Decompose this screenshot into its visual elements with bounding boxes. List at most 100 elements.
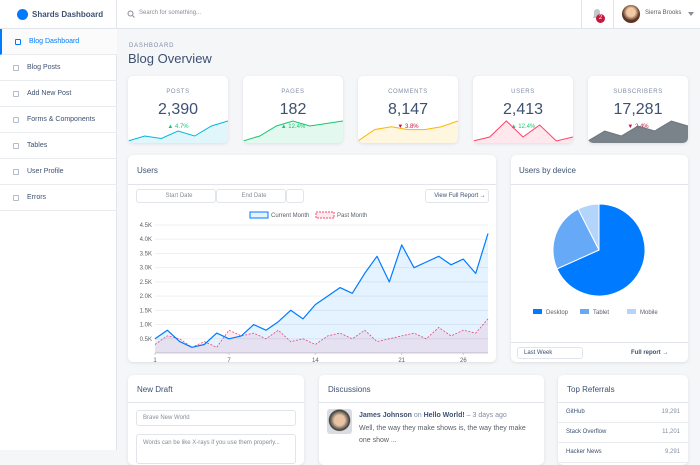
sparkline-line: [243, 120, 343, 142]
sparkline: [358, 120, 458, 143]
nav-label: Blog Dashboard: [29, 38, 80, 45]
avatar[interactable]: [622, 5, 640, 23]
stat-label: COMMENTS: [388, 89, 428, 95]
draft-card: New Draft Brave New World Words can be l…: [128, 375, 304, 465]
sparkline-area: [243, 121, 343, 143]
referral-name[interactable]: GitHub: [566, 409, 585, 415]
post-link[interactable]: Hello World!: [423, 412, 465, 419]
y-tick-label: 3.0K: [140, 266, 152, 272]
nav-icon: [13, 195, 19, 201]
stat-change: ▲ 4.7%: [128, 124, 228, 130]
draft-title-input[interactable]: Brave New World: [136, 410, 296, 426]
y-tick-label: 1.5K: [140, 308, 152, 314]
nav-item[interactable]: Blog Posts: [0, 55, 117, 81]
stat-label: POSTS: [166, 89, 190, 95]
arrow: ▲: [167, 124, 175, 130]
nav-item[interactable]: Forms & Components: [0, 107, 117, 133]
y-tick-label: 1.0K: [140, 323, 152, 329]
legend-label: Desktop: [546, 310, 569, 316]
legend-label: Current Month: [271, 213, 309, 219]
draft-body-input[interactable]: Words can be like X-rays if you use them…: [136, 434, 296, 464]
stat-value: 182: [279, 101, 307, 118]
nav-label: Tables: [27, 142, 48, 149]
referral-row: Stack Overflow 11,201: [558, 423, 688, 443]
nav-item[interactable]: Add New Post: [0, 81, 117, 107]
discussion-text: Well, the way they make shows is, the wa…: [359, 425, 526, 444]
discussions-card: Discussions James Johnson on Hello World…: [319, 375, 544, 465]
stat-label: USERS: [511, 89, 535, 95]
series-line: [154, 318, 489, 348]
arrow: ▼: [627, 124, 635, 130]
users-card: Users Start Date End Date View Full Repo…: [128, 155, 496, 362]
sparkline: [243, 120, 343, 143]
divider: [581, 0, 582, 29]
notification-badge: 2: [596, 14, 605, 23]
referrals-card: Top Referrals GitHub 19,291 Stack Overflow…: [558, 375, 688, 465]
stat-card: PAGES 182 ▲ 12.4%: [243, 76, 343, 143]
y-tick-label: 2.5K: [140, 280, 152, 286]
nav-icon: [13, 143, 19, 149]
user-name[interactable]: Sierra Brooks: [645, 10, 682, 16]
stat-value: 2,413: [502, 101, 544, 118]
x-tick-label: 26: [460, 358, 467, 362]
x-tick-label: 21: [398, 358, 405, 362]
sparkline-area: [358, 121, 458, 143]
change-value: 12.4%: [518, 124, 536, 130]
nav-icon: [13, 117, 19, 123]
referral-value: 11,201: [662, 429, 680, 435]
caret: [688, 12, 694, 16]
y-tick-label: 4.5K: [140, 223, 152, 229]
nav-label: Errors: [27, 194, 47, 201]
stat-value: 2,390: [157, 101, 199, 118]
page-title: Blog Overview: [128, 51, 212, 66]
nav-icon: [13, 91, 19, 97]
nav-item[interactable]: User Profile: [0, 159, 117, 185]
divider: [511, 342, 688, 343]
nav-item[interactable]: Blog Dashboard: [0, 29, 117, 55]
time: – 3 days ago: [466, 412, 507, 419]
search-input[interactable]: Search for something...: [139, 10, 202, 16]
divider: [128, 184, 496, 185]
nav-label: Add New Post: [27, 90, 72, 97]
sparkline-line: [358, 120, 458, 142]
calendar-button[interactable]: [286, 189, 304, 203]
legend-swatch: [315, 211, 335, 219]
nav-icon: [13, 65, 19, 71]
pie-slice: [556, 203, 646, 297]
legend-swatch: [580, 309, 589, 314]
y-tick-label: 0.5K: [140, 337, 152, 343]
referral-row: Hacker News 9,291: [558, 443, 688, 463]
referral-name[interactable]: Stack Overflow: [566, 429, 607, 435]
start-date[interactable]: Start Date: [136, 189, 216, 203]
page-subtitle: DASHBOARD: [129, 43, 175, 49]
nav-label: Blog Posts: [27, 64, 61, 71]
arrow: ▼: [397, 124, 405, 130]
series-area: [155, 233, 488, 353]
x-tick-label: 7: [227, 358, 231, 362]
connector: on: [413, 412, 422, 419]
author[interactable]: James Johnson: [359, 412, 412, 419]
logo: [17, 9, 28, 20]
period-select[interactable]: Last Week: [517, 347, 583, 359]
view-report-button[interactable]: View Full Report →: [425, 189, 489, 203]
full-report-link[interactable]: Full report →: [631, 350, 669, 356]
legend-label: Past Month: [337, 213, 367, 219]
nav-item[interactable]: Tables: [0, 133, 117, 159]
divider: [511, 184, 688, 185]
referral-value: 19,291: [661, 409, 680, 415]
legend-swatch: [249, 211, 269, 219]
nav-item[interactable]: Errors: [0, 185, 117, 211]
sparkline-line: [128, 120, 228, 142]
nav-label: User Profile: [27, 168, 64, 175]
card-title: Discussions: [328, 385, 371, 394]
legend-swatch: [533, 309, 542, 314]
card-title: Users by device: [519, 166, 576, 175]
users-chart: Current Month Past Month 0.5K 1.0K 1.5K 2.0K 2…: [140, 211, 489, 362]
nav-icon: [15, 39, 21, 45]
avatar: [327, 409, 352, 434]
brand[interactable]: Shards Dashboard: [0, 0, 117, 29]
legend-label: Tablet: [593, 310, 609, 316]
search-icon: [127, 10, 135, 18]
end-date[interactable]: End Date: [216, 189, 286, 203]
